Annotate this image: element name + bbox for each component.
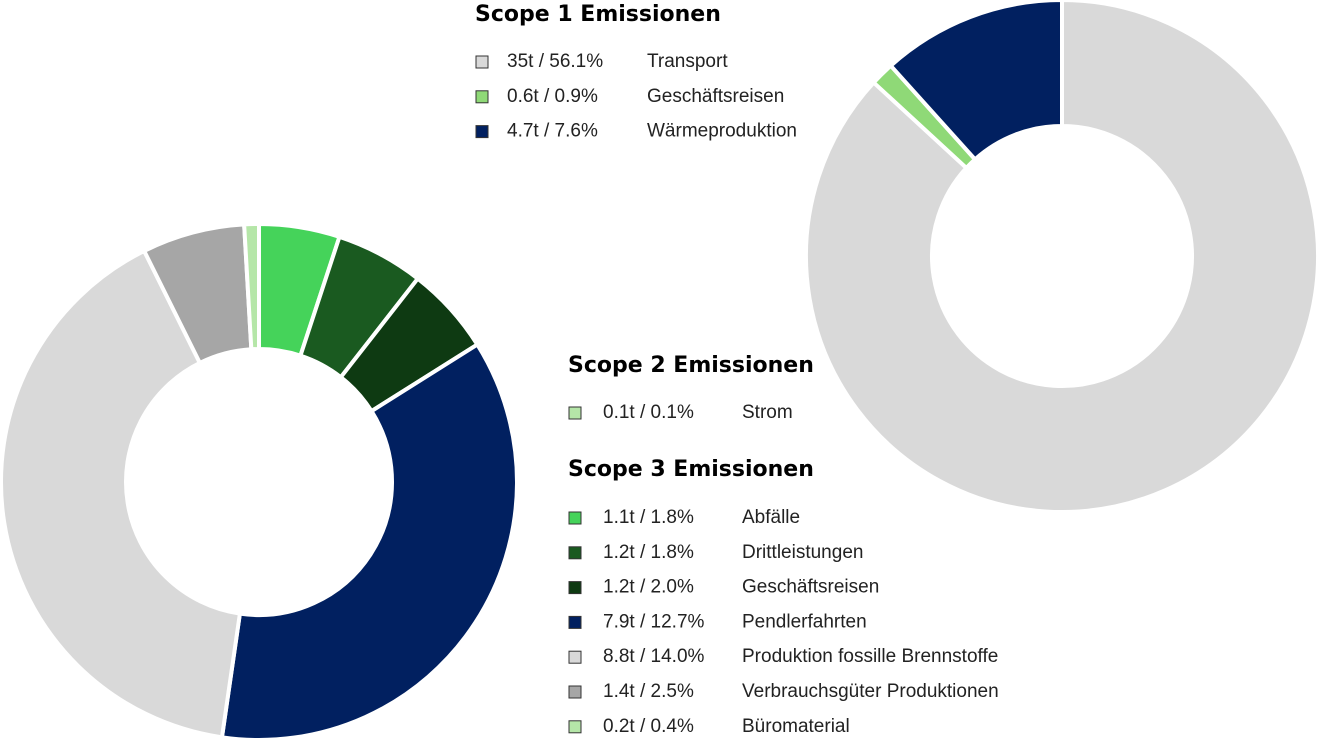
legend-value: 1.2t / 2.0% bbox=[603, 577, 694, 598]
legend-swatch bbox=[568, 511, 582, 525]
legend-swatch bbox=[475, 55, 489, 69]
legend-title: Scope 2 Emissionen bbox=[568, 353, 814, 378]
legend-swatch bbox=[568, 650, 582, 664]
donut-segment bbox=[887, 0, 1064, 163]
legend-label: Büromaterial bbox=[742, 716, 850, 737]
donut-segment bbox=[804, 0, 1320, 514]
legend-swatch bbox=[568, 615, 582, 629]
legend-value: 1.2t / 1.8% bbox=[603, 542, 694, 563]
legend-label: Transport bbox=[647, 51, 728, 72]
legend-label: Geschäftsreisen bbox=[647, 86, 784, 107]
legend-label: Geschäftsreisen bbox=[742, 577, 879, 598]
legend-label: Produktion fossille Brennstoffe bbox=[742, 646, 998, 667]
legend-label: Strom bbox=[742, 402, 793, 423]
legend-label: Wärmeproduktion bbox=[647, 121, 797, 142]
donut-segment bbox=[0, 248, 243, 740]
donut-segment bbox=[219, 341, 519, 742]
legend-title: Scope 1 Emissionen bbox=[475, 2, 721, 27]
legend-label: Abfälle bbox=[742, 507, 800, 528]
legend-swatch bbox=[568, 546, 582, 560]
legend-value: 1.1t / 1.8% bbox=[603, 507, 694, 528]
legend-value: 7.9t / 12.7% bbox=[603, 611, 705, 632]
legend-swatch bbox=[475, 125, 489, 139]
legend-swatch bbox=[568, 581, 582, 595]
legend-swatch bbox=[568, 720, 582, 734]
legend-swatch bbox=[568, 685, 582, 699]
legend-swatch bbox=[568, 406, 582, 420]
legend-label: Verbrauchsgüter Produktionen bbox=[742, 681, 999, 702]
legend-value: 0.6t / 0.9% bbox=[507, 86, 598, 107]
legend-swatch bbox=[475, 90, 489, 104]
legend-label: Drittleistungen bbox=[742, 542, 863, 563]
legend-value: 4.7t / 7.6% bbox=[507, 121, 598, 142]
legend-label: Pendlerfahrten bbox=[742, 611, 867, 632]
legend-value: 8.8t / 14.0% bbox=[603, 646, 705, 667]
legend-title: Scope 3 Emissionen bbox=[568, 457, 814, 482]
legend-value: 0.2t / 0.4% bbox=[603, 716, 694, 737]
legend-value: 35t / 56.1% bbox=[507, 51, 603, 72]
legend-value: 1.4t / 2.5% bbox=[603, 681, 694, 702]
legend-value: 0.1t / 0.1% bbox=[603, 402, 694, 423]
donut-segment bbox=[242, 221, 261, 352]
